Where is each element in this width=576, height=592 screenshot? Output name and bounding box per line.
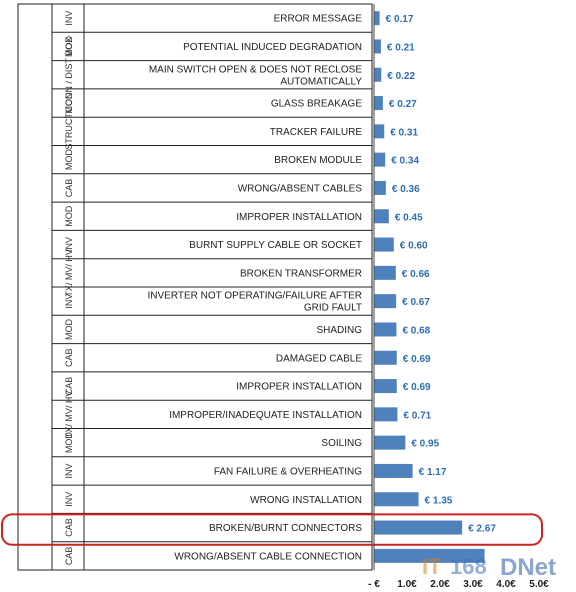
row-group-label: CONN / DIST BOX	[64, 37, 74, 113]
bar-value-label: € 1.17	[419, 467, 447, 478]
bar	[374, 435, 406, 450]
bar-value-label: € 0.69	[403, 382, 431, 393]
bar	[374, 237, 394, 252]
row-category-label: WRONG/ABSENT CABLE CONNECTION	[174, 551, 362, 562]
row-group-label: INV	[64, 463, 74, 478]
x-tick-label: - €	[368, 579, 380, 590]
row-group-label: TX/ MV/ HV	[64, 249, 74, 297]
row-category-label: SOILING	[321, 438, 362, 449]
row-category-label: BROKEN TRANSFORMER	[240, 268, 362, 279]
x-tick-label: 1.0€	[397, 579, 417, 590]
bar	[374, 407, 398, 422]
row-category-label: DAMAGED CABLE	[276, 353, 362, 364]
bar-value-label: € 2.67	[468, 524, 496, 535]
bar	[374, 39, 381, 54]
row-group-label: CAB	[64, 518, 74, 537]
row-category-label: WRONG INSTALLATION	[250, 495, 362, 506]
bar-value-label: € 0.31	[390, 127, 418, 138]
row-category-label: GLASS BREAKAGE	[271, 99, 362, 110]
row-category-label: IMPROPER/INADEQUATE INSTALLATION	[169, 410, 362, 421]
row-group-label: MOD	[64, 318, 74, 339]
bar	[374, 322, 397, 337]
x-tick-label: 2.0€	[430, 579, 450, 590]
x-tick-label: 4.0€	[496, 579, 516, 590]
row-group-label: CAB	[64, 179, 74, 198]
bar	[374, 209, 389, 224]
bar	[374, 152, 386, 167]
bar	[374, 180, 386, 195]
highlight-outline	[1, 513, 543, 546]
bar-value-label: € 1.35	[425, 495, 453, 506]
row-group-label: TX/ MV/ HV	[64, 391, 74, 439]
bar	[374, 11, 380, 26]
row-category-label: MAIN SWITCH OPEN & DOES NOT RECLOSE	[149, 64, 363, 75]
row-group-label: MOD	[64, 205, 74, 226]
bar	[374, 350, 397, 365]
bar-value-label: € 0.71	[403, 410, 431, 421]
bar-value-label: € 0.34	[391, 156, 419, 167]
row-category-label: BROKEN MODULE	[274, 155, 362, 166]
watermark-logo: IT 168 DNet	[422, 554, 556, 581]
row-group-label: CAB	[64, 377, 74, 396]
x-tick-label: 3.0€	[463, 579, 483, 590]
row-category-label: FAN FAILURE & OVERHEATING	[214, 466, 362, 477]
row-group-label: INV	[64, 492, 74, 507]
bar-value-label: € 0.67	[402, 297, 430, 308]
row-category-label: IMPROPER INSTALLATION	[236, 382, 362, 393]
row-category-label: SHADING	[316, 325, 362, 336]
row-category-label: IMPROPER INSTALLATION	[236, 212, 362, 223]
row-category-label: GRID FAULT	[304, 303, 362, 314]
bar	[374, 548, 485, 563]
bar-value-label: € 0.95	[411, 439, 439, 450]
bar	[374, 294, 397, 309]
svg-text:168: 168	[450, 554, 487, 579]
row-group-label: STRUCT	[64, 113, 74, 150]
bar-value-label: € 0.17	[386, 14, 414, 25]
row-group-label: MOD	[64, 35, 74, 56]
svg-text:DNet: DNet	[500, 554, 556, 581]
bar-value-label: € 0.60	[400, 241, 428, 252]
row-group-label: MOD	[64, 149, 74, 170]
bar-value-label: € 0.45	[395, 212, 423, 223]
row-group-label: INV	[64, 294, 74, 309]
bar-value-label: € 0.68	[402, 325, 430, 336]
bar	[374, 124, 385, 139]
row-category-label: BROKEN/BURNT CONNECTORS	[209, 523, 362, 534]
bar-value-label: € 0.66	[402, 269, 430, 280]
row-category-label: POTENTIAL INDUCED DEGRADATION	[183, 42, 362, 53]
bar-value-label: € 0.21	[387, 42, 415, 53]
bar	[374, 492, 419, 507]
bar	[374, 379, 397, 394]
row-group-label: CAB	[64, 547, 74, 566]
row-group-label: MOD	[64, 432, 74, 453]
row-category-label: AUTOMATICALLY	[280, 76, 362, 87]
row-group-label: CAB	[64, 348, 74, 367]
bar	[374, 67, 382, 82]
svg-text:IT: IT	[422, 554, 442, 579]
row-group-label: MOD	[64, 92, 74, 113]
row-category-label: ERROR MESSAGE	[274, 14, 363, 25]
row-category-label: BURNT SUPPLY CABLE OR SOCKET	[189, 240, 362, 251]
bar-value-label: € 0.27	[389, 99, 417, 110]
x-tick-label: 5.0€	[529, 579, 549, 590]
row-category-label: TRACKER FAILURE	[270, 127, 363, 138]
row-category-label: WRONG/ABSENT CABLES	[238, 183, 363, 194]
bar-value-label: € 0.36	[392, 184, 420, 195]
row-category-label: INVERTER NOT OPERATING/FAILURE AFTER	[148, 291, 362, 302]
bar	[374, 96, 383, 111]
row-group-label: INV	[64, 237, 74, 252]
bar-value-label: € 0.69	[403, 354, 431, 365]
bar	[374, 265, 396, 280]
bar	[374, 520, 463, 535]
row-group-label: INV	[64, 11, 74, 26]
bar-value-label: € 0.22	[387, 71, 415, 82]
bar	[374, 463, 413, 478]
